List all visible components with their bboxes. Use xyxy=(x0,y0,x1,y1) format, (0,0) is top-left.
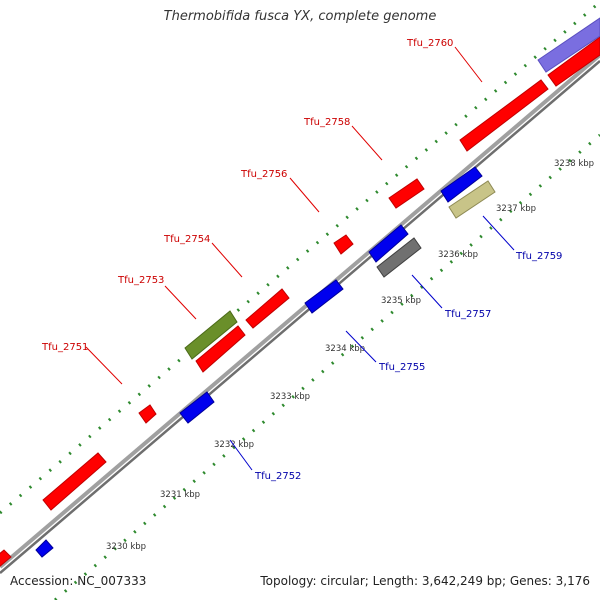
tick-label: 3237 kbp xyxy=(496,204,536,214)
gene-feature[interactable] xyxy=(42,452,107,511)
backbone-outer xyxy=(0,53,600,569)
gene-label[interactable]: Tfu_2754 xyxy=(163,234,210,245)
gene-label[interactable]: Tfu_2753 xyxy=(117,275,164,286)
map-title: Thermobifida fusca YX, complete genome xyxy=(163,9,437,24)
gene-feature[interactable] xyxy=(459,79,549,152)
tick-label: 3236 kbp xyxy=(438,250,478,260)
reverse-labels: Tfu_2752 Tfu_2755 Tfu_2757 Tfu_2759 xyxy=(254,251,562,482)
purple-feature[interactable] xyxy=(537,17,600,73)
gene-feature[interactable] xyxy=(333,234,354,255)
tick-label: 3238 kbp xyxy=(554,159,594,169)
gene-label[interactable]: Tfu_2752 xyxy=(254,471,301,482)
reverse-leaders xyxy=(229,215,515,471)
outer-tick-line xyxy=(0,0,600,515)
forward-genes xyxy=(0,36,600,567)
tick-labels: 3230 kbp 3231 kbp 3232 kbp 3233 kbp 3234… xyxy=(106,159,594,552)
gene-label[interactable]: Tfu_2756 xyxy=(240,169,287,180)
gene-feature[interactable] xyxy=(304,279,344,314)
khaki-feature[interactable] xyxy=(448,180,496,219)
gene-label[interactable]: Tfu_2760 xyxy=(406,38,453,49)
tick-label: 3234 kbp xyxy=(325,344,365,354)
gene-feature[interactable] xyxy=(179,391,215,424)
gene-feature[interactable] xyxy=(368,224,409,263)
gene-feature[interactable] xyxy=(547,36,600,87)
green-feature[interactable] xyxy=(184,310,238,360)
accession-text: Accession: NC_007333 xyxy=(10,574,147,588)
gene-feature[interactable] xyxy=(245,288,290,329)
forward-labels: Tfu_2751 Tfu_2753 Tfu_2754 Tfu_2756 Tfu_… xyxy=(41,38,453,353)
forward-leaders xyxy=(85,46,483,385)
gene-label[interactable]: Tfu_2751 xyxy=(41,342,88,353)
tick-label: 3235 kbp xyxy=(381,296,421,306)
tick-label: 3233 kbp xyxy=(270,392,310,402)
genome-info-text: Topology: circular; Length: 3,642,249 bp… xyxy=(260,574,590,588)
gene-label[interactable]: Tfu_2758 xyxy=(303,117,350,128)
gene-feature[interactable] xyxy=(0,549,12,567)
backbone-inner xyxy=(0,60,600,574)
reverse-genes xyxy=(35,166,483,558)
gene-label[interactable]: Tfu_2759 xyxy=(515,251,562,262)
gray-feature[interactable] xyxy=(376,237,422,278)
tick-label: 3231 kbp xyxy=(160,490,200,500)
gene-label[interactable]: Tfu_2757 xyxy=(444,309,491,320)
gene-feature[interactable] xyxy=(388,178,425,209)
tick-label: 3230 kbp xyxy=(106,542,146,552)
gene-feature[interactable] xyxy=(138,404,157,424)
gene-feature[interactable] xyxy=(35,539,54,558)
gene-label[interactable]: Tfu_2755 xyxy=(378,362,425,373)
gene-feature[interactable] xyxy=(195,325,246,373)
gene-feature[interactable] xyxy=(440,166,483,203)
